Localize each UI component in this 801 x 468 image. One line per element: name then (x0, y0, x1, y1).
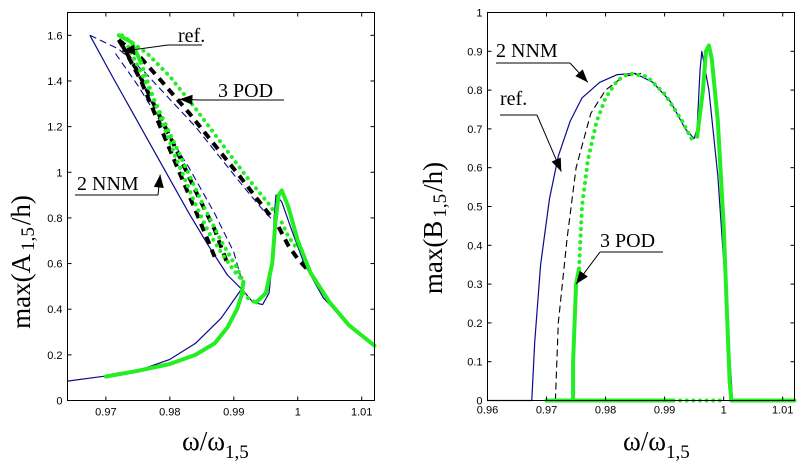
x-tick-label: 0.97 (95, 407, 116, 419)
y-tick-label: 0.2 (47, 350, 62, 362)
series-ref-segment (117, 38, 274, 220)
y-tick-label: 1.6 (47, 30, 62, 42)
y-tick-label: 1 (56, 167, 62, 179)
arrowhead-icon (153, 174, 164, 189)
left-plot: 0.97 0.98 0.99 1 1.01 0 0.2 0.4 0.6 0.8 1 1.2 1.4 1.6… (6, 12, 377, 463)
left-ticks: 0.97 0.98 0.99 1 1.01 0 0.2 0.4 0.6 0.8 1 1.2 1.4 1.6 (47, 12, 375, 419)
series-3-pod-unstable-segment (126, 44, 246, 284)
series-3-pod-segment (103, 279, 246, 379)
annotation-label: ref. (500, 88, 527, 110)
y-tick-label: 0.7 (467, 124, 482, 136)
y-tick-label: 0 (56, 396, 62, 408)
annotation-2-nnm: 2 NNM (75, 173, 164, 196)
right-axes-box (487, 12, 795, 401)
annotation-ref: ref. (121, 25, 205, 55)
series-3-pod-segment (571, 266, 581, 403)
left-curves (67, 33, 377, 382)
x-tick-label: 1.01 (351, 407, 372, 419)
annotation-label: 2 NNM (496, 40, 558, 62)
x-tick-label: 0.96 (477, 405, 498, 417)
annotation-3-pod: 3 POD (179, 80, 284, 105)
right-ylabel: max(B1,5/h) (418, 162, 451, 294)
y-tick-label: 0.6 (47, 259, 62, 271)
series-2-nnm-unstable-segment (89, 34, 276, 223)
right-ticks: 0.96 0.97 0.98 0.99 1 1.01 0 0.1 0.2 0.3 0.4 0.5 0.6… (467, 8, 795, 417)
series-3-pod-segment (695, 43, 734, 403)
series-2-nnm-segment (242, 194, 375, 347)
y-tick-label: 0.3 (467, 279, 482, 291)
left-annotations: ref. 3 POD 2 NNM (75, 25, 284, 196)
annotation-label: 3 POD (600, 230, 655, 252)
x-tick-label: 0.98 (595, 405, 616, 417)
y-tick-label: 0.2 (467, 318, 482, 330)
series-3-pod-unstable-segment (119, 33, 281, 220)
left-ylabel: max(A1,5/h) (6, 195, 39, 329)
series-2-nnm-unstable-segment (115, 53, 244, 287)
y-tick-label: 0.4 (47, 304, 62, 316)
x-tick-label: 1 (295, 407, 301, 419)
x-tick-label: 0.98 (159, 407, 180, 419)
arrowhead-icon (179, 94, 193, 105)
y-tick-label: 1 (476, 8, 482, 20)
y-tick-label: 0.9 (467, 46, 482, 58)
y-tick-label: 1.4 (47, 76, 62, 88)
series-3-pod-unstable-segment (279, 220, 300, 252)
right-plot: 0.96 0.97 0.98 0.99 1 1.01 0 0.1 0.2 0.3 0.4 0.5 0.6… (418, 8, 797, 463)
right-xlabel: ω/ω1,5 (623, 426, 690, 463)
annotation-ref: ref. (500, 88, 562, 172)
arrowhead-icon (576, 270, 588, 285)
y-tick-label: 0.8 (467, 85, 482, 97)
x-tick-label: 0.99 (223, 407, 244, 419)
right-annotations: 2 NNM ref. 3 POD (496, 40, 663, 285)
y-tick-label: 0.4 (467, 240, 482, 252)
y-tick-label: 0 (476, 396, 482, 408)
y-tick-label: 0.1 (467, 357, 482, 369)
series-3-pod-unstable-segment (139, 60, 246, 284)
x-tick-label: 1 (721, 405, 727, 417)
y-tick-label: 0.6 (467, 163, 482, 175)
left-xlabel: ω/ω1,5 (182, 426, 249, 463)
series-ref-segment (276, 226, 312, 275)
y-tick-label: 1.2 (47, 122, 62, 134)
x-tick-label: 0.97 (536, 405, 557, 417)
arrowhead-icon (121, 44, 136, 55)
series-3-pod-segment (254, 188, 377, 348)
series-ref-segment (116, 38, 230, 265)
x-tick-label: 1.01 (772, 405, 793, 417)
arrowhead-icon (575, 69, 588, 83)
x-tick-label: 0.99 (654, 405, 675, 417)
y-tick-label: 0.5 (467, 202, 482, 214)
series-ref-segment (120, 43, 217, 258)
annotation-label: ref. (178, 25, 205, 47)
annotation-2-nnm: 2 NNM (496, 40, 589, 83)
left-axes-box (67, 12, 375, 401)
annotation-label: 2 NNM (77, 173, 139, 195)
series-3-pod-unstable-segment (241, 291, 259, 305)
annotation-label: 3 POD (218, 80, 273, 102)
annotation-3-pod: 3 POD (575, 230, 663, 285)
y-tick-label: 0.8 (47, 213, 62, 225)
right-curves (487, 43, 797, 403)
arrowhead-icon (551, 157, 562, 172)
series-2-nnm-segment (89, 35, 244, 292)
series-2-nnm-segment (67, 286, 244, 382)
series-2-nnm-segment (531, 50, 734, 401)
